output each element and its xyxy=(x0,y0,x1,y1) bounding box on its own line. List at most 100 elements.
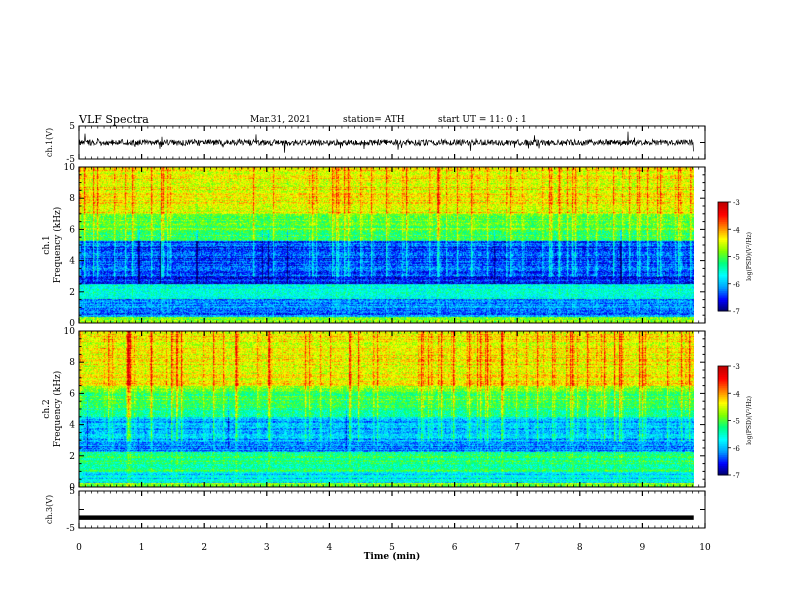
colorbar-segment xyxy=(718,418,728,421)
colorbar-segment xyxy=(718,422,728,425)
y-axis-label-ch1-waveform: ch.1(V) xyxy=(45,128,54,157)
colorbar-segment xyxy=(718,373,728,376)
colorbar-segment xyxy=(718,303,728,307)
colorbar-layer: -3 -4 -5 -6 -7 log(PSD)(V²/Hz) -3 -4 -5 -6 -7 log(P… xyxy=(717,199,753,480)
station-label: station= ATH xyxy=(343,115,405,125)
colorbar-segment xyxy=(718,220,728,223)
colorbar-segment xyxy=(718,473,728,476)
colorbar-label: log(PSD)(V²/Hz) xyxy=(746,232,753,281)
colorbar-segment xyxy=(718,442,728,445)
colorbar-tick-label: -7 xyxy=(733,308,740,316)
colorbar-segment xyxy=(718,285,728,288)
colorbar-segment xyxy=(718,238,728,241)
colorbar-segment xyxy=(718,385,728,389)
colorbar-segment xyxy=(718,276,728,279)
colorbar-segment xyxy=(718,258,728,261)
colorbar-segment xyxy=(718,444,728,447)
colorbar-segment xyxy=(718,300,728,303)
x-axis-label: Time (min) xyxy=(364,551,421,562)
y-tick-label: 0 xyxy=(69,483,75,493)
colorbar-segment xyxy=(718,209,728,212)
colorbar-segment xyxy=(718,225,728,228)
x-tick-label: 7 xyxy=(514,543,520,553)
colorbar-segment xyxy=(718,409,728,412)
colorbar-segment xyxy=(718,274,728,277)
colorbar-segment xyxy=(718,214,728,218)
colorbar-segment xyxy=(718,405,728,409)
colorbar-segment xyxy=(718,283,728,287)
colorbar-segment xyxy=(718,445,728,449)
colorbar-segment xyxy=(718,424,728,427)
y-tick-label: 6 xyxy=(69,225,75,235)
colorbar-segment xyxy=(718,236,728,239)
y-tick-label: 10 xyxy=(64,163,76,173)
x-tick-label: 8 xyxy=(577,543,583,553)
x-tick-label: 3 xyxy=(264,543,270,553)
colorbar-segment xyxy=(718,369,728,372)
colorbar-segment xyxy=(718,272,728,276)
colorbar-segment xyxy=(718,265,728,268)
colorbar-segment xyxy=(718,251,728,254)
y-tick-label: 8 xyxy=(69,358,75,368)
y-tick-label: -5 xyxy=(66,524,75,534)
panels-layer xyxy=(78,131,694,520)
colorbar-segment xyxy=(718,294,728,297)
y-tick-label: 8 xyxy=(69,194,75,204)
colorbar-segment xyxy=(718,465,728,469)
y-tick-label: 0 xyxy=(69,319,75,329)
spectrogram-image-ch1 xyxy=(79,167,694,323)
figure-title: VLF Spectra xyxy=(79,113,149,126)
colorbar-segment xyxy=(718,438,728,441)
colorbar-segment xyxy=(718,469,728,472)
colorbar-tick-label: -7 xyxy=(733,472,740,480)
x-tick-label: 6 xyxy=(452,543,458,553)
colorbar-tick-label: -3 xyxy=(733,363,740,371)
colorbar-segment xyxy=(718,376,728,380)
colorbar-segment xyxy=(718,260,728,263)
colorbar-segment xyxy=(718,301,728,305)
colorbar-segment xyxy=(718,287,728,290)
colorbar-segment xyxy=(718,451,728,454)
colorbar-segment xyxy=(718,389,728,392)
y-tick-label: 5 xyxy=(69,122,75,132)
colorbar-segment xyxy=(718,366,728,369)
colorbar-segment xyxy=(718,420,728,423)
panel-frame-ch3-waveform xyxy=(78,490,706,529)
y-tick-label: 10 xyxy=(64,327,76,337)
y-axis-label-channel: ch.1 xyxy=(42,235,52,254)
colorbar-segment xyxy=(718,467,728,471)
colorbar-segment xyxy=(718,425,728,429)
colorbar-segment xyxy=(718,431,728,434)
colorbar-segment xyxy=(718,395,728,398)
colorbar-segment xyxy=(718,227,728,230)
colorbar-segment xyxy=(718,261,728,265)
colorbar-segment xyxy=(718,249,728,252)
colorbar-segment xyxy=(718,243,728,247)
colorbar-segment xyxy=(718,309,728,312)
colorbar-segment xyxy=(718,291,728,294)
colorbar-segment xyxy=(718,429,728,432)
colorbar-segment xyxy=(718,241,728,245)
colorbar-tick-label: -4 xyxy=(733,226,740,234)
colorbar-segment xyxy=(718,205,728,208)
colorbar-segment xyxy=(718,375,728,378)
colorbar-segment xyxy=(718,256,728,259)
colorbar-segment xyxy=(718,281,728,285)
colorbar-segment xyxy=(718,296,728,299)
colorbar-segment xyxy=(718,202,728,205)
colorbar-segment xyxy=(718,307,728,310)
colorbar-segment xyxy=(718,456,728,460)
colorbar-segment xyxy=(718,229,728,232)
date-label: Mar.31, 2021 xyxy=(250,115,311,125)
colorbar-segment xyxy=(718,382,728,385)
colorbar-segment xyxy=(718,216,728,219)
colorbar-segment xyxy=(718,212,728,216)
x-tick-label: 4 xyxy=(327,543,333,553)
colorbar-segment xyxy=(718,449,728,452)
colorbar-segment xyxy=(718,218,728,221)
colorbar-tick-label: -6 xyxy=(733,445,740,453)
colorbar-tick-label: -3 xyxy=(733,199,740,207)
colorbar-segment xyxy=(718,223,728,227)
spectrogram-image-ch2 xyxy=(79,331,694,487)
colorbar-segment xyxy=(718,407,728,411)
